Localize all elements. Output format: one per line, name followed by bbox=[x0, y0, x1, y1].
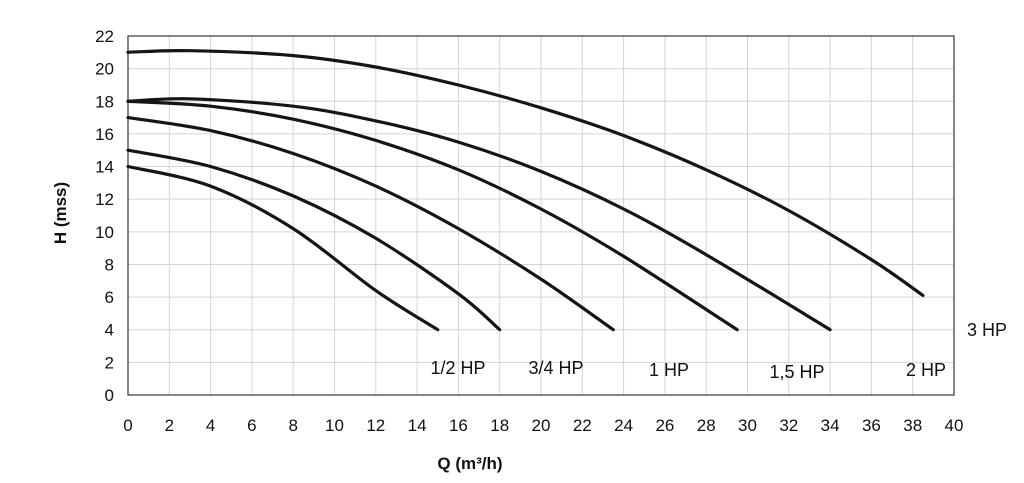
y-tick-label: 20 bbox=[95, 60, 114, 79]
y-tick-label: 18 bbox=[95, 92, 114, 111]
x-tick-label: 0 bbox=[123, 416, 132, 435]
x-tick-label: 28 bbox=[697, 416, 716, 435]
x-tick-label: 30 bbox=[738, 416, 757, 435]
x-tick-label: 36 bbox=[862, 416, 881, 435]
x-tick-label: 24 bbox=[614, 416, 633, 435]
curve-1-2-hp bbox=[126, 164, 440, 332]
y-axis-title: H (mss) bbox=[51, 182, 70, 244]
series-labels: 1/2 HP 3/4 HP 1 HP 1,5 HP 2 HP 3 HP bbox=[430, 320, 1007, 382]
y-tick-label: 14 bbox=[95, 158, 114, 177]
y-tick-label: 12 bbox=[95, 190, 114, 209]
series-label-3-hp: 3 HP bbox=[967, 320, 1007, 340]
x-tick-label: 14 bbox=[408, 416, 427, 435]
y-tick-label: 0 bbox=[105, 386, 114, 405]
series-label-1-5-hp: 1,5 HP bbox=[769, 362, 824, 382]
x-tick-label: 8 bbox=[288, 416, 297, 435]
curves bbox=[126, 48, 925, 332]
y-axis-ticks: 0 2 4 6 8 10 12 14 16 18 20 22 bbox=[95, 27, 114, 405]
y-tick-label: 8 bbox=[105, 255, 114, 274]
x-tick-label: 38 bbox=[903, 416, 922, 435]
x-tick-label: 34 bbox=[821, 416, 840, 435]
series-label-2-hp: 2 HP bbox=[906, 360, 946, 380]
x-tick-label: 18 bbox=[490, 416, 509, 435]
y-tick-label: 2 bbox=[105, 353, 114, 372]
curve-3-4-hp bbox=[126, 148, 502, 332]
series-label-1-hp: 1 HP bbox=[649, 360, 689, 380]
x-tick-label: 26 bbox=[655, 416, 674, 435]
curve-2-hp bbox=[126, 97, 832, 332]
series-label-3-4-hp: 3/4 HP bbox=[528, 358, 583, 378]
curve-1-5-hp bbox=[126, 99, 739, 332]
x-tick-label: 16 bbox=[449, 416, 468, 435]
curve-1-hp bbox=[126, 116, 615, 332]
x-tick-label: 10 bbox=[325, 416, 344, 435]
x-tick-label: 12 bbox=[366, 416, 385, 435]
x-axis-ticks: 0 2 4 6 8 10 12 14 16 18 20 22 24 26 28 30 32 34 36 38 40 bbox=[123, 416, 963, 435]
x-tick-label: 6 bbox=[247, 416, 256, 435]
y-tick-label: 22 bbox=[95, 27, 114, 46]
x-tick-label: 32 bbox=[779, 416, 798, 435]
y-tick-label: 4 bbox=[105, 321, 114, 340]
x-tick-label: 2 bbox=[165, 416, 174, 435]
y-tick-label: 16 bbox=[95, 125, 114, 144]
plot-frame bbox=[127, 35, 955, 396]
series-label-1-2-hp: 1/2 HP bbox=[430, 358, 485, 378]
x-tick-label: 40 bbox=[945, 416, 964, 435]
y-tick-label: 10 bbox=[95, 223, 114, 242]
curve-3-hp bbox=[126, 48, 925, 298]
x-tick-label: 22 bbox=[573, 416, 592, 435]
x-axis-title: Q (m³/h) bbox=[437, 454, 502, 473]
x-tick-label: 20 bbox=[532, 416, 551, 435]
grid bbox=[127, 35, 955, 396]
y-tick-label: 6 bbox=[105, 288, 114, 307]
x-tick-label: 4 bbox=[206, 416, 215, 435]
